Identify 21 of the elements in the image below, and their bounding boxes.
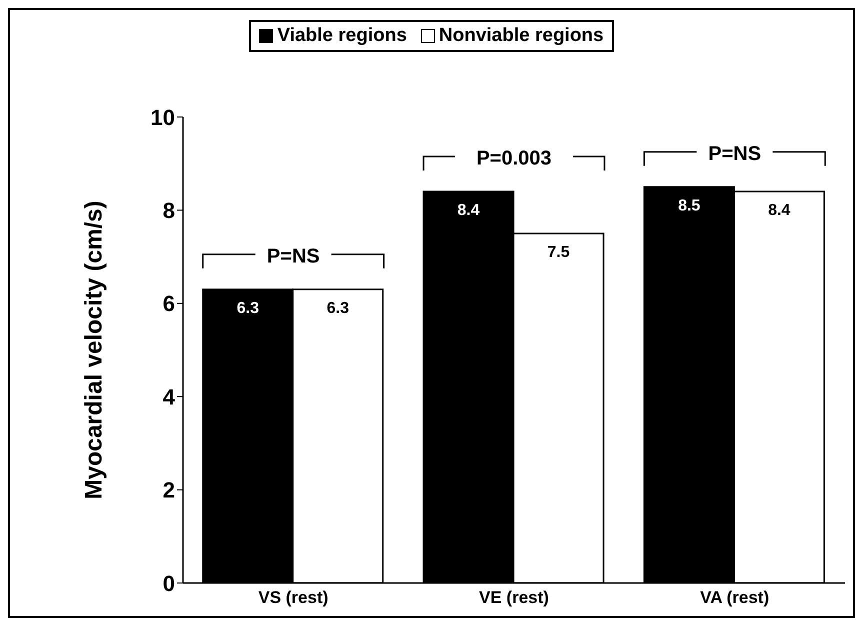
annotation: P=0.003 [476, 148, 552, 170]
y-tick-label: 6 [162, 291, 175, 316]
annotation: P=NS [266, 245, 320, 268]
y-tick-label: 4 [162, 384, 176, 410]
y-tick-label: 10 [150, 104, 175, 130]
x-tick-label: VA (rest) [700, 588, 770, 608]
data-label: 8.5 [678, 197, 700, 214]
y-tick-label: 8 [162, 198, 175, 224]
annotation: P=NS [708, 142, 762, 165]
y-axis-title: Myocardial velocity (cm/s) [80, 200, 108, 500]
y-tick-label: 2 [162, 478, 175, 503]
y-tick-label: 0 [162, 570, 175, 596]
data-label: 8.4 [457, 202, 480, 219]
data-label: 7.5 [547, 244, 570, 261]
x-tick-label: VS (rest) [258, 588, 328, 608]
legend-label: Nonviable regions [438, 25, 604, 47]
x-tick-label: VE (rest) [479, 588, 549, 608]
legend-label: Viable regions [276, 25, 407, 47]
data-label: 8.4 [768, 202, 790, 219]
data-label: 6.3 [236, 300, 260, 317]
data-label: 6.3 [326, 300, 350, 317]
